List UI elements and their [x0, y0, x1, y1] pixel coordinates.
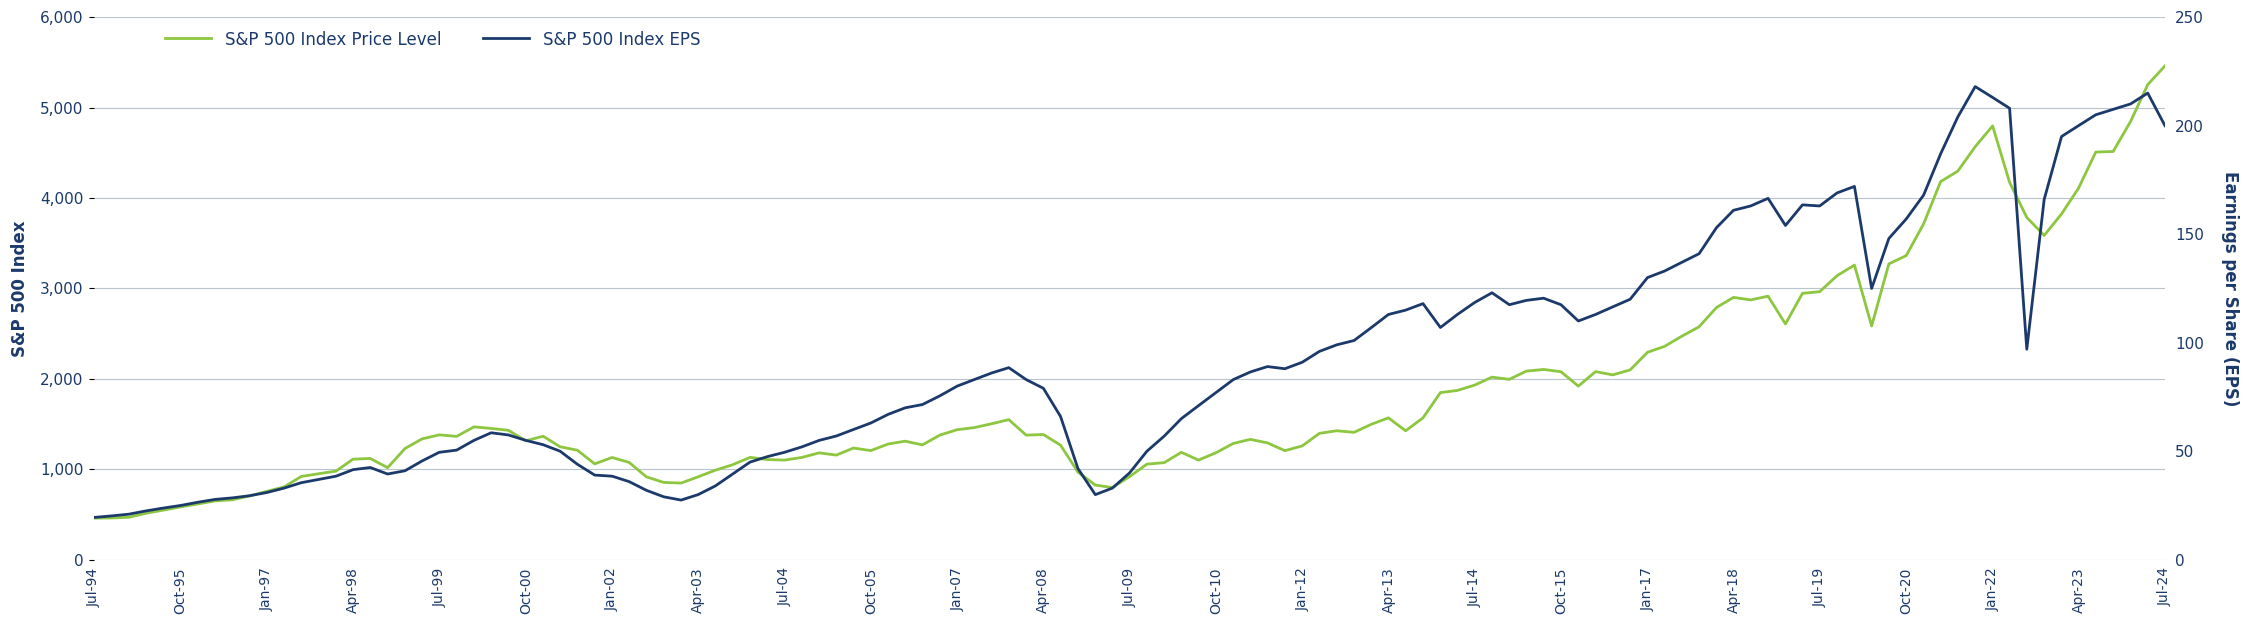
Line: S&P 500 Index EPS: S&P 500 Index EPS — [94, 87, 2164, 518]
Legend: S&P 500 Index Price Level, S&P 500 Index EPS: S&P 500 Index Price Level, S&P 500 Index… — [164, 31, 700, 49]
Y-axis label: Earnings per Share (EPS): Earnings per Share (EPS) — [2221, 171, 2239, 406]
Line: S&P 500 Index Price Level: S&P 500 Index Price Level — [94, 66, 2164, 518]
Y-axis label: S&P 500 Index: S&P 500 Index — [11, 220, 29, 357]
